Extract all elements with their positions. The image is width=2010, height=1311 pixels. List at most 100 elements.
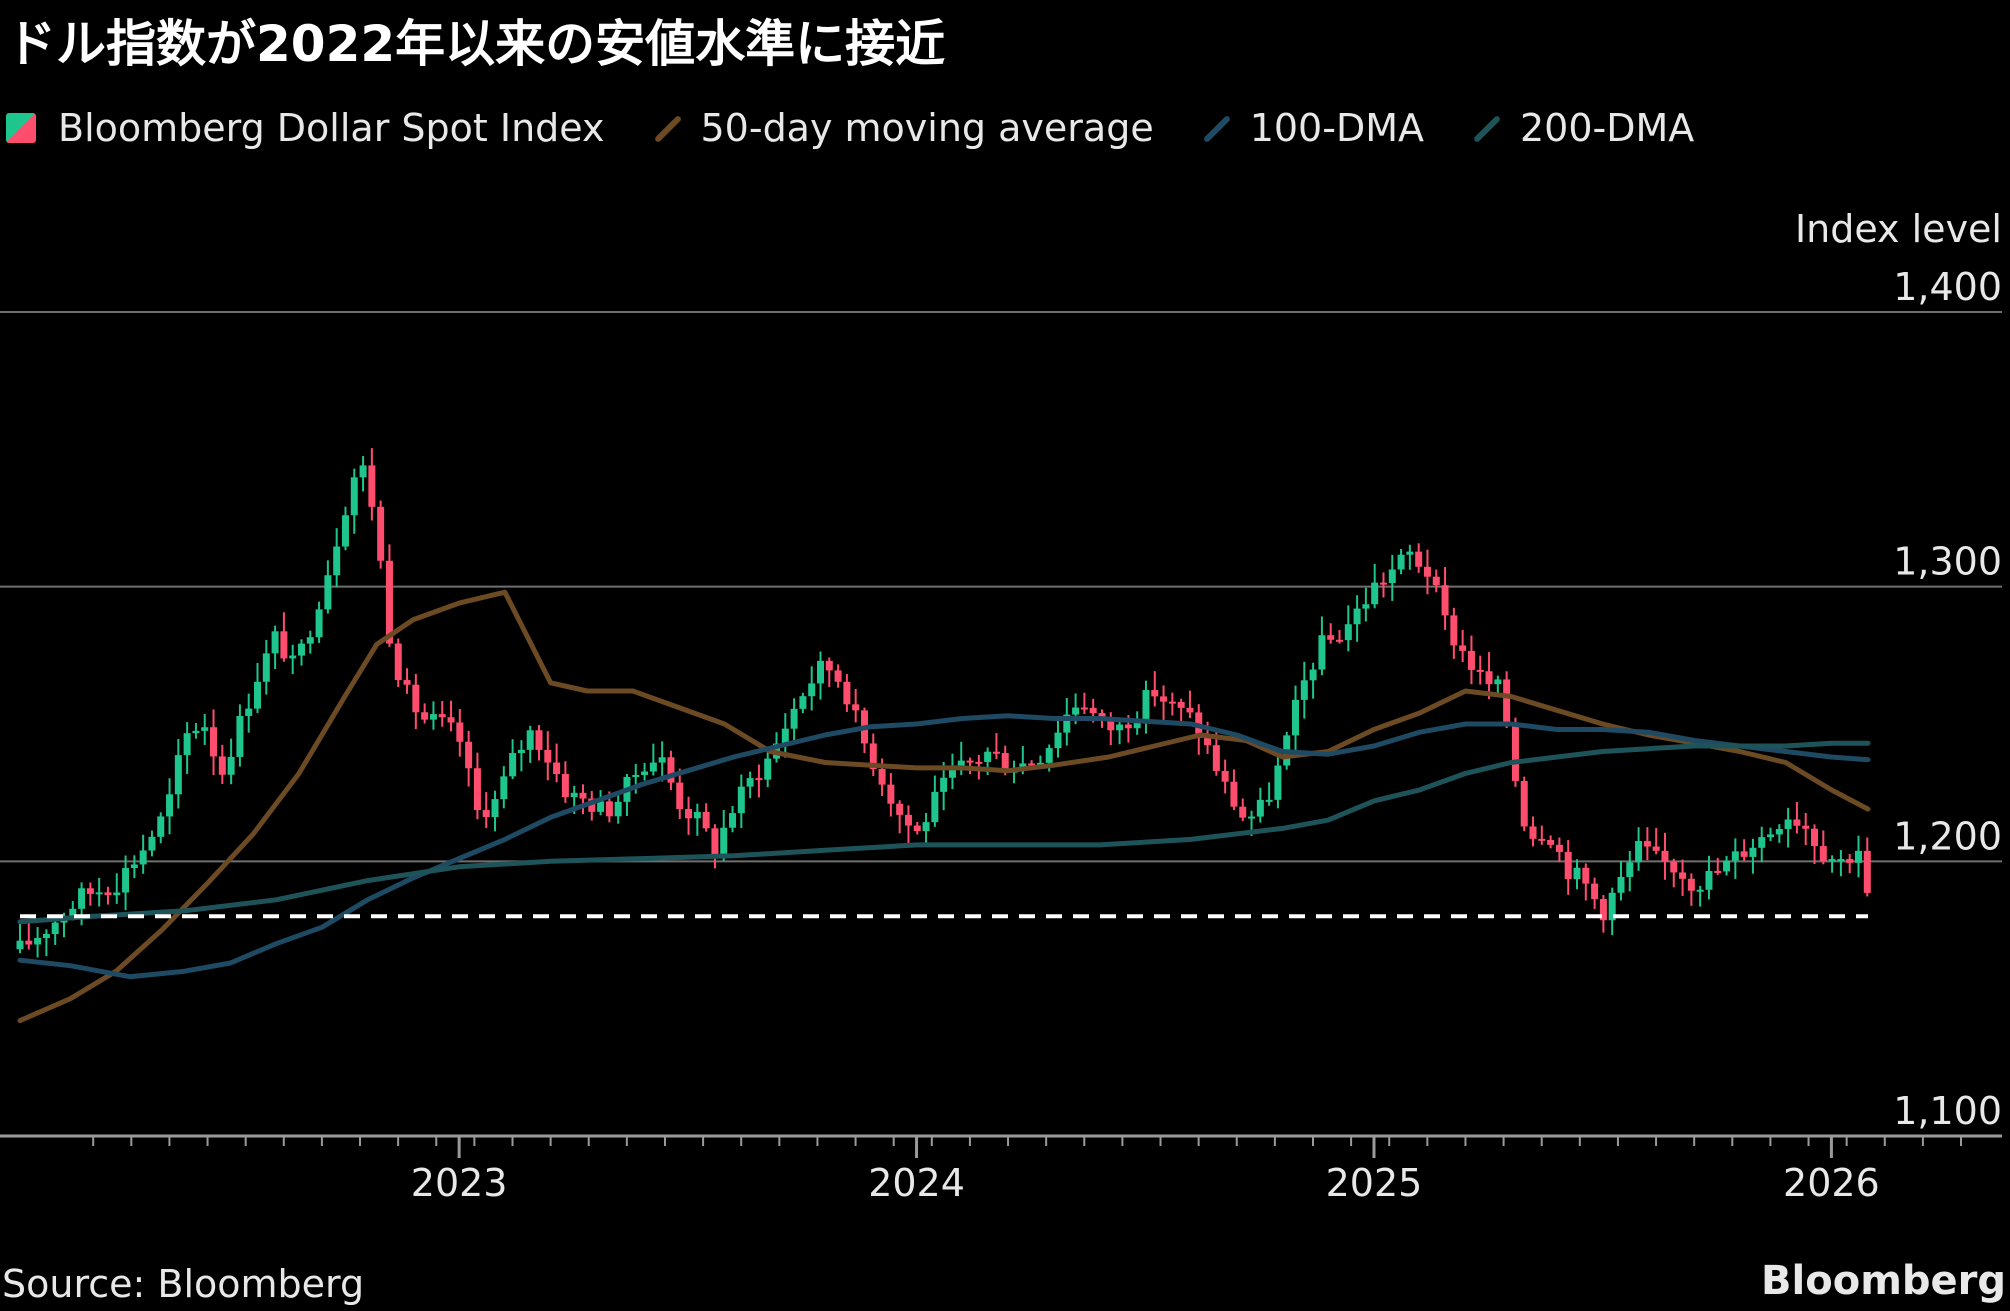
candle-body xyxy=(1582,867,1590,884)
candle-body xyxy=(948,767,956,778)
candle-body xyxy=(1406,551,1414,555)
x-tick-label: 2026 xyxy=(1783,1161,1880,1205)
candle-body xyxy=(122,868,130,893)
candle-body xyxy=(1529,826,1537,839)
candle-body xyxy=(614,801,622,817)
candle-body xyxy=(1450,615,1458,646)
candle-body xyxy=(1854,850,1862,863)
candle-body xyxy=(1344,624,1352,641)
candle-body xyxy=(1494,679,1502,685)
candle-body xyxy=(957,760,965,768)
candle-body xyxy=(711,828,719,855)
candle-body xyxy=(693,811,701,819)
candle-body xyxy=(1635,841,1643,863)
candle-body xyxy=(297,643,305,656)
candle-body xyxy=(816,660,824,684)
y-axis-title: Index level xyxy=(1795,207,2002,251)
candle-body xyxy=(166,794,174,817)
candle-body xyxy=(799,696,807,709)
grid-layer xyxy=(0,311,2002,863)
candle-body xyxy=(245,708,253,716)
candle-body xyxy=(1397,554,1405,570)
candle-body xyxy=(482,810,490,818)
candle-body xyxy=(887,784,895,804)
candle-body xyxy=(1133,719,1141,729)
candle-body xyxy=(1151,690,1159,697)
candle-body xyxy=(597,801,605,812)
candle-body xyxy=(236,715,244,757)
legend: Bloomberg Dollar Spot Index 50-day movin… xyxy=(6,98,1738,158)
candle-body xyxy=(1265,799,1273,802)
candle-body xyxy=(579,792,587,799)
candle-body xyxy=(1520,780,1528,827)
candle-body xyxy=(1740,851,1748,857)
candle-body xyxy=(421,712,429,720)
candle-body xyxy=(1811,828,1819,847)
candle-body xyxy=(1318,635,1326,670)
candle-body xyxy=(403,680,411,685)
candle-body xyxy=(878,769,886,785)
candle-body xyxy=(227,756,235,775)
candle-body xyxy=(1467,650,1475,670)
candle-body xyxy=(535,730,543,750)
candle-body xyxy=(1670,861,1678,873)
candle-body xyxy=(1212,745,1220,771)
candle-body xyxy=(1028,763,1036,766)
candle-body xyxy=(86,888,94,894)
candle-body xyxy=(42,934,50,939)
candle-body xyxy=(1485,671,1493,685)
candle-body xyxy=(1547,839,1555,845)
candle-body xyxy=(1080,707,1088,710)
candle-body xyxy=(632,774,640,777)
candle-body xyxy=(456,722,464,742)
candle-body xyxy=(1388,569,1396,584)
candle-body xyxy=(1432,576,1440,586)
candle-body xyxy=(1846,859,1854,863)
candle-body xyxy=(1072,707,1080,715)
y-tick-label: 1,200 xyxy=(1893,814,2002,858)
candle-body xyxy=(852,704,860,711)
candle-body xyxy=(561,774,569,798)
candle-body xyxy=(1661,850,1669,862)
candle-body xyxy=(1327,635,1335,640)
candle-body xyxy=(1423,566,1431,577)
candle-body xyxy=(975,761,983,764)
candle-body xyxy=(720,827,728,855)
candle-body xyxy=(553,762,561,775)
candle-body xyxy=(280,631,288,659)
candle-body xyxy=(1758,837,1766,848)
candle-body xyxy=(1353,608,1361,625)
candle-body xyxy=(1204,737,1212,746)
candle-body xyxy=(667,757,675,783)
bloomberg-logo: Bloomberg xyxy=(1761,1258,2006,1304)
candle-body xyxy=(992,751,1000,754)
candle-body xyxy=(896,803,904,815)
candle-body xyxy=(394,643,402,681)
candle-body xyxy=(192,730,200,734)
candle-body xyxy=(605,801,613,817)
candle-body xyxy=(1371,582,1379,605)
candle-body xyxy=(1591,883,1599,900)
moving-average-layer xyxy=(17,589,1871,1024)
dma100-line xyxy=(17,713,1871,980)
candle-body xyxy=(148,836,156,851)
candle-body xyxy=(790,708,798,729)
candle-body xyxy=(262,653,270,682)
candle-body xyxy=(1784,819,1792,830)
candle-body xyxy=(201,727,209,731)
candle-body xyxy=(1379,582,1387,585)
candle-body xyxy=(324,575,332,610)
candle-body xyxy=(271,631,279,654)
candle-body xyxy=(438,714,446,718)
legend-item-200dma: 200-DMA xyxy=(1468,106,1694,150)
candle-body xyxy=(104,892,112,896)
candle-body xyxy=(385,560,393,644)
candle-body xyxy=(341,515,349,547)
candle-body xyxy=(1705,870,1713,890)
candle-body xyxy=(51,922,59,935)
candle-body xyxy=(1300,680,1308,700)
candle-body xyxy=(1142,690,1150,720)
candle-body xyxy=(1309,669,1317,681)
candle-body xyxy=(95,892,103,895)
